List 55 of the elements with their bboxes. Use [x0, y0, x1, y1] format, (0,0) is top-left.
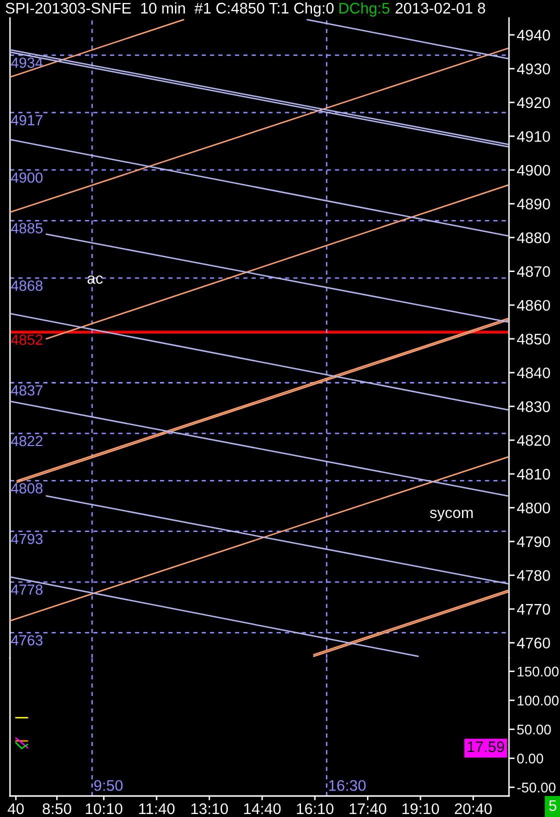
- x-tick-label: 40: [8, 803, 24, 814]
- y-tick-label: 4920: [516, 97, 550, 108]
- text: 5: [549, 800, 556, 811]
- ref-line-label: 4917: [11, 115, 42, 126]
- y-tick-label: 50.00: [517, 724, 551, 734]
- annotation: sycom: [430, 510, 473, 522]
- y-tick-label: 4840: [516, 367, 550, 378]
- y-tick-label: 4940: [516, 30, 550, 41]
- x-tick-label: 8:50: [42, 803, 72, 814]
- y-tick-label: 4910: [516, 131, 550, 142]
- x-tick-label: 19:10: [402, 803, 439, 814]
- y-tick-label: 4860: [516, 300, 550, 311]
- x-tick-label: 14:40: [244, 803, 281, 814]
- y-tick-label: -50.00: [517, 782, 556, 792]
- x-tick-label: 13:10: [191, 803, 228, 814]
- x-tick-label: 10:10: [86, 803, 122, 814]
- ref-line-label: 4868: [11, 280, 42, 291]
- y-tick-label: 4850: [516, 334, 550, 345]
- x-tick-label: 11:40: [139, 803, 175, 814]
- ref-line-label: 4934: [11, 58, 43, 68]
- y-tick-label: 4790: [516, 536, 550, 548]
- chart-title: SPI-201303-SNFE 10 min #1 C:4850 T:1 Chg:0: [6, 2, 334, 17]
- ref-line-label: 4793: [11, 534, 42, 544]
- ref-line-label: 4808: [11, 483, 42, 494]
- y-tick-label: 4800: [516, 502, 550, 514]
- text: 2013-02-01 8: [396, 2, 486, 14]
- y-tick-label: 4880: [516, 232, 550, 244]
- annotation: 17.59: [468, 741, 504, 752]
- y-tick-label: 0.00: [517, 754, 544, 764]
- ref-line-label: 4900: [11, 172, 43, 183]
- y-tick-label: 4900: [516, 164, 550, 176]
- y-tick-label: 4830: [516, 401, 550, 412]
- ref-line-label: 4852: [11, 334, 42, 345]
- y-tick-label: 150.00: [518, 666, 559, 677]
- x-tick-label: 20:40: [454, 803, 492, 814]
- y-tick-label: 100.00: [518, 696, 559, 706]
- y-tick-label: 4930: [516, 64, 550, 74]
- y-tick-label: 4870: [516, 266, 550, 277]
- annotation: ac: [88, 275, 103, 284]
- y-tick-label: 4780: [516, 570, 550, 581]
- y-tick-label: 4770: [516, 604, 550, 615]
- ref-line-label: 4763: [11, 635, 42, 646]
- ref-line-label: 4837: [11, 385, 42, 396]
- x-tick-label: 17:40: [350, 803, 386, 814]
- y-tick-label: 4890: [516, 198, 550, 210]
- x-tick-label: 16:10: [296, 803, 334, 814]
- ref-line-label: 4822: [11, 436, 42, 446]
- ref-line-label: 16:30: [329, 780, 366, 791]
- y-tick-label: 4810: [516, 468, 550, 480]
- ref-line-label: 9:50: [94, 780, 123, 791]
- y-tick-label: 4760: [516, 638, 550, 648]
- y-tick-label: 4820: [516, 435, 550, 446]
- ref-line-label: 4885: [11, 223, 43, 234]
- chart-subtitle: DChg:5: [340, 2, 390, 17]
- ref-line-label: 4778: [11, 584, 42, 595]
